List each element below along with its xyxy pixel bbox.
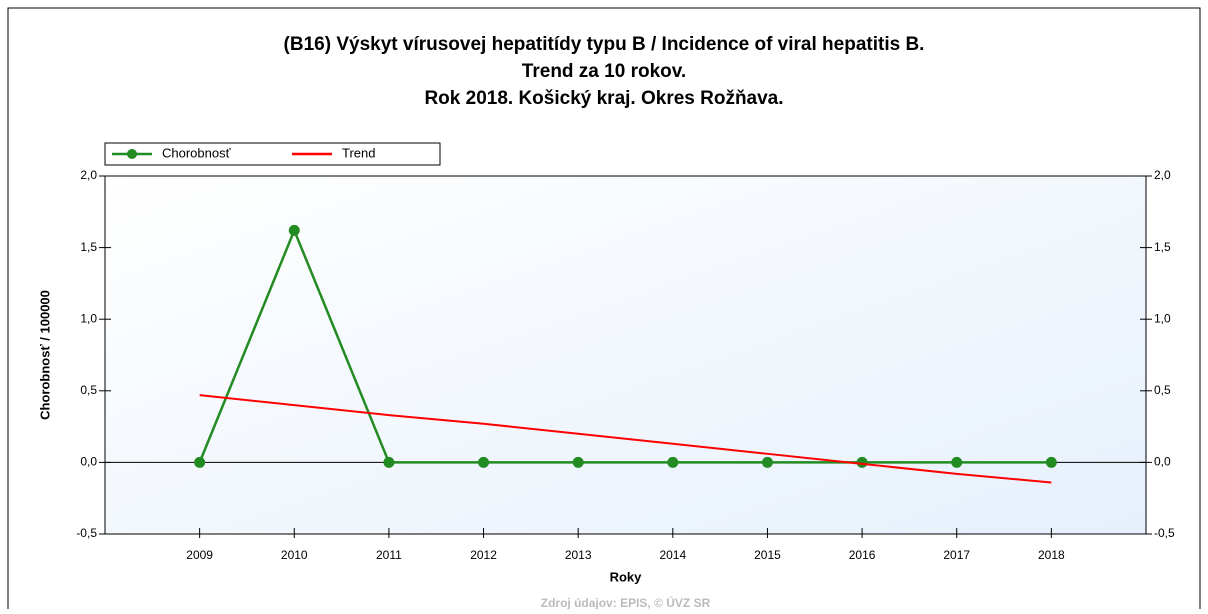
series-line — [198, 227, 1052, 464]
source: Zdroj údajov: EPIS, © ÚVZ SR — [541, 595, 711, 609]
y-tick-label: 1,0 — [80, 311, 97, 325]
y-tick-label: -0,5 — [76, 526, 97, 540]
x-tick-label: 2013 — [565, 548, 592, 562]
legend-label: Chorobnosť — [162, 145, 231, 160]
x-tick-label: 2016 — [849, 548, 876, 562]
y-axis-title: Chorobnosť / 100000 — [37, 290, 52, 420]
y2-tick-label: 1,5 — [1154, 240, 1171, 254]
x-tick-label: 2009 — [186, 548, 213, 562]
frame — [7, 7, 1201, 609]
point — [572, 456, 584, 468]
point — [194, 456, 206, 468]
point — [856, 456, 868, 468]
point — [667, 456, 679, 468]
legend-label: Trend — [342, 145, 375, 160]
y-tick-label: 1,5 — [80, 240, 97, 254]
point — [951, 456, 963, 468]
y2-tick-label: 2,0 — [1154, 168, 1171, 182]
point — [478, 456, 490, 468]
x-tick-label: 2014 — [659, 548, 686, 562]
point — [761, 456, 773, 468]
chart-title: Rok 2018. Košický kraj. Okres Rožňava. — [424, 88, 783, 109]
series-line — [199, 394, 1052, 484]
x-tick-label: 2011 — [376, 548, 402, 562]
legend-marker — [127, 149, 137, 159]
x-tick-label: 2012 — [470, 548, 497, 562]
chart-title: (B16) Výskyt vírusovej hepatitídy typu B… — [284, 34, 925, 55]
y-tick-label: 2,0 — [80, 168, 97, 182]
y2-tick-label: 0,5 — [1154, 383, 1171, 397]
x-tick-label: 2017 — [943, 548, 970, 562]
y2-tick-label: 0,0 — [1154, 455, 1171, 469]
y2-tick-label: -0,5 — [1154, 526, 1175, 540]
x-tick-label: 2018 — [1038, 548, 1065, 562]
x-axis-title: Roky — [610, 569, 643, 584]
x-tick-label: 2015 — [754, 548, 781, 562]
point — [383, 456, 395, 468]
plot-area — [104, 175, 1147, 535]
legend-box — [104, 142, 441, 166]
x-tick-label: 2010 — [281, 548, 308, 562]
y2-tick-label: 1,0 — [1154, 311, 1171, 325]
chart-title: Trend za 10 rokov. — [522, 61, 686, 82]
y-tick-label: 0,5 — [80, 383, 97, 397]
point — [288, 224, 300, 236]
y-tick-label: 0,0 — [80, 455, 97, 469]
point — [1045, 456, 1057, 468]
